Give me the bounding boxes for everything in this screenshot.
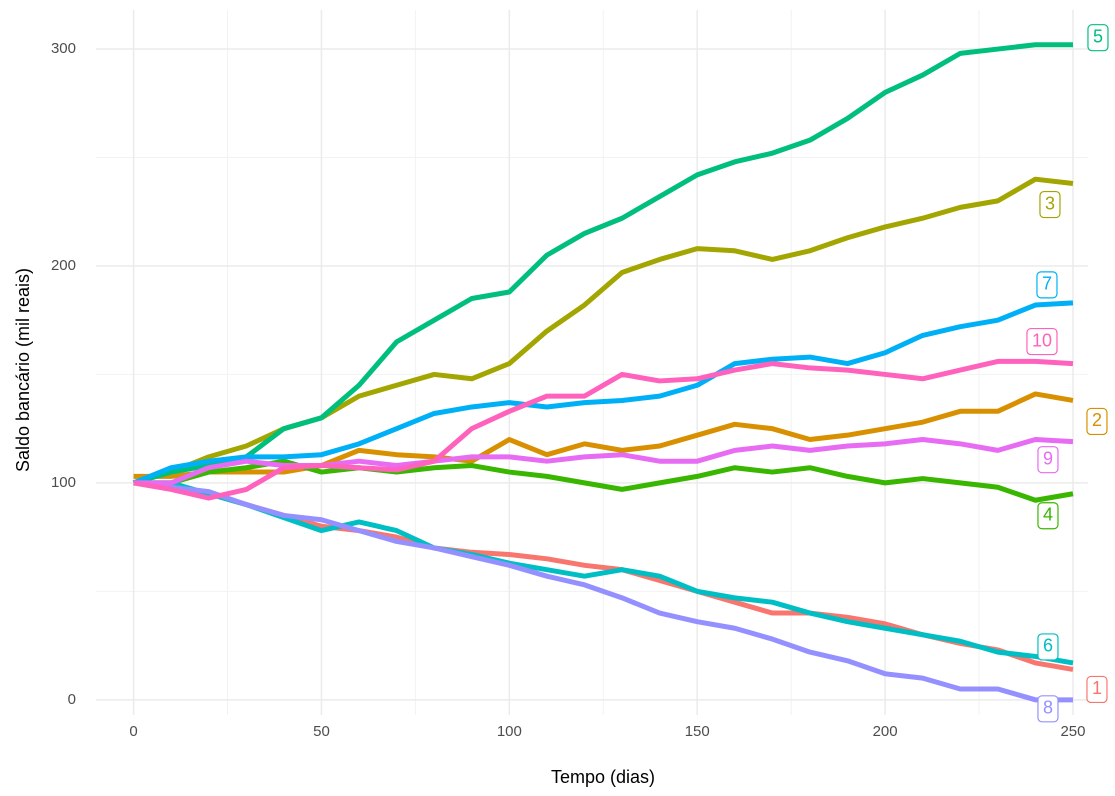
x-tick-label: 150	[685, 723, 710, 740]
end-label: 2	[1086, 407, 1108, 436]
series-line	[133, 480, 1074, 666]
y-tick-label: 100	[51, 474, 76, 491]
end-label: 7	[1036, 271, 1058, 299]
end-label-box	[1037, 695, 1059, 723]
x-tick-label: 100	[497, 723, 522, 740]
end-label: 10	[1026, 327, 1058, 356]
series-line	[133, 480, 1073, 703]
end-label-box	[1086, 407, 1108, 436]
y-axis-title: Saldo bancário (mil reais)	[13, 268, 33, 472]
end-label-text: 6	[1043, 636, 1053, 656]
end-label: 4	[1037, 502, 1059, 530]
end-label-box	[1037, 446, 1059, 474]
end-label-text: 7	[1042, 274, 1052, 294]
end-label-box	[1086, 675, 1108, 704]
end-label-box	[1036, 271, 1058, 299]
series-line	[132, 42, 1073, 486]
x-tick-label: 0	[129, 723, 137, 740]
end-label: 1	[1086, 675, 1108, 704]
series-line	[132, 300, 1074, 486]
end-label: 5	[1087, 24, 1109, 52]
x-tick-label: 250	[1060, 723, 1085, 740]
end-label-text: 8	[1043, 698, 1053, 718]
end-label-text: 5	[1093, 26, 1103, 46]
x-tick-label: 200	[873, 723, 898, 740]
y-tick-label: 200	[51, 257, 76, 274]
end-label-text: 4	[1043, 504, 1053, 524]
end-label: 3	[1039, 190, 1061, 219]
series-line	[133, 358, 1074, 501]
end-label-text: 2	[1092, 410, 1102, 430]
end-label-box	[1039, 190, 1061, 219]
end-label: 8	[1037, 695, 1059, 723]
series-line	[133, 458, 1074, 503]
y-tick-label: 0	[68, 691, 76, 708]
x-axis-title: Tempo (dias)	[551, 767, 655, 787]
end-label-box	[1037, 633, 1059, 661]
end-label-text: 3	[1045, 193, 1055, 213]
end-label-text: 10	[1032, 330, 1052, 350]
end-label-text: 1	[1092, 678, 1102, 698]
end-label: 6	[1037, 633, 1059, 661]
series-line	[133, 391, 1074, 479]
end-label-box	[1037, 502, 1059, 530]
end-label-box	[1087, 24, 1109, 52]
end-label-box	[1026, 327, 1058, 356]
y-tick-label: 300	[51, 40, 76, 57]
end-label-text: 9	[1043, 448, 1053, 468]
x-tick-label: 50	[313, 723, 330, 740]
end-label: 9	[1037, 446, 1059, 474]
